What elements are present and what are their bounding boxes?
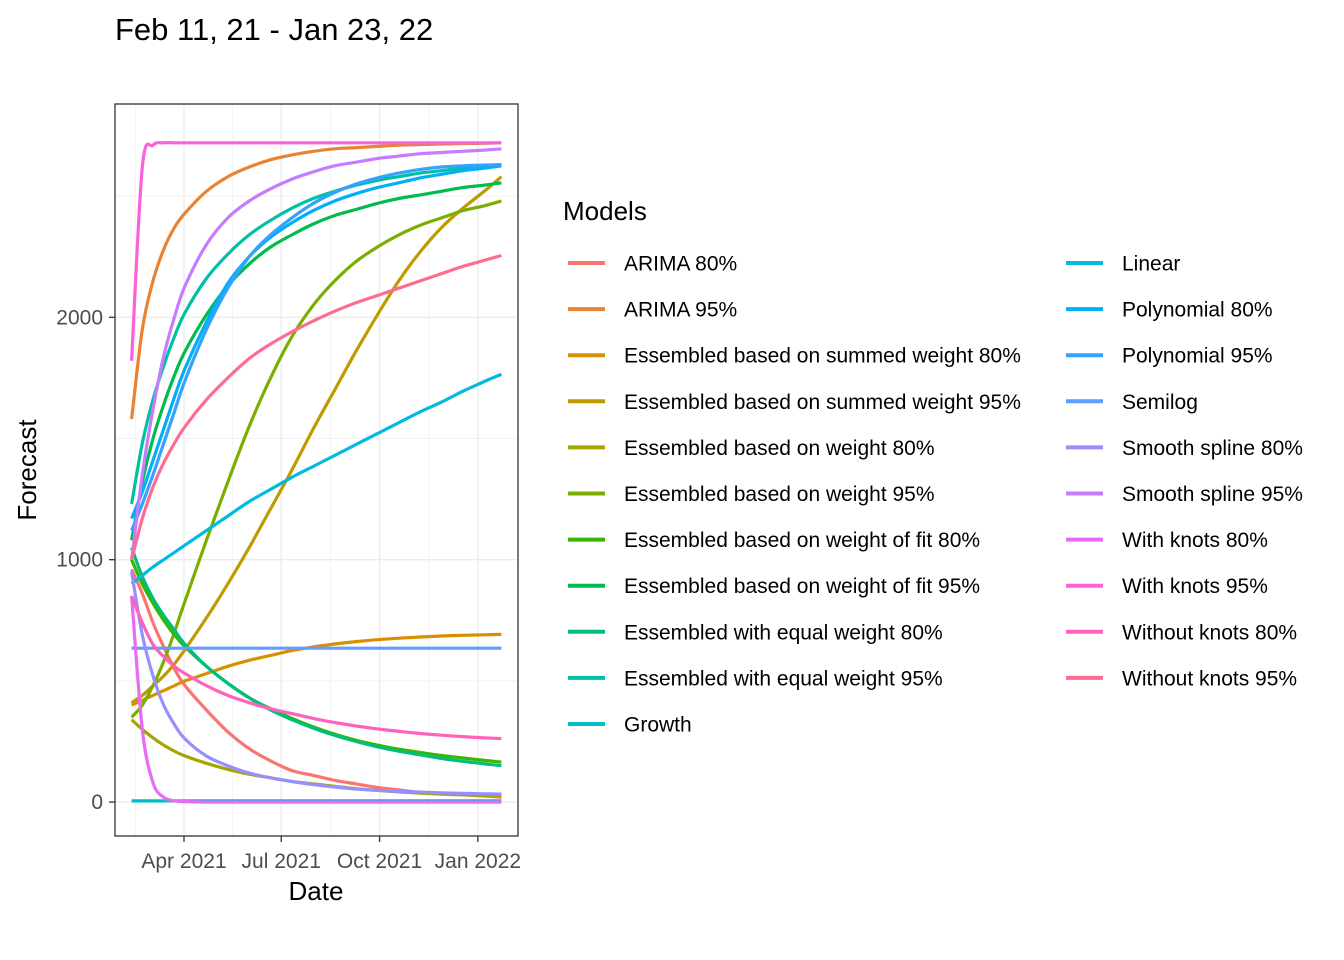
- series-line-smooth-spline-95: [130, 147, 502, 560]
- legend-label: ARIMA 80%: [624, 253, 737, 276]
- legend-label: Essembled with equal weight 95%: [624, 667, 943, 690]
- x-axis: Apr 2021 Jul 2021 Oct 2021 Jan 2022: [141, 836, 521, 873]
- legend-label: With knots 95%: [1122, 575, 1268, 598]
- series-line-with-knots-80: [130, 595, 502, 804]
- legend-label: Essembled based on weight of fit 95%: [624, 575, 980, 598]
- y-axis-title: Forecast: [12, 419, 42, 521]
- series-line-essembled-based-on-weight-of-fit-95: [130, 181, 502, 541]
- x-tick-label: Jul 2021: [242, 850, 321, 873]
- legend-label: Without knots 95%: [1122, 667, 1297, 690]
- legend-label: Essembled with equal weight 80%: [624, 621, 943, 644]
- panel-background: [115, 104, 518, 836]
- x-tick-label: Apr 2021: [141, 850, 226, 873]
- x-axis-title: Date: [289, 876, 344, 906]
- legend-label: Essembled based on weight 95%: [624, 483, 935, 506]
- y-axis: 0 1000 2000: [56, 306, 115, 814]
- series-line-essembled-with-equal-weight-80: [130, 547, 502, 768]
- legend-label: Linear: [1122, 253, 1180, 276]
- panel-border: [114, 103, 519, 837]
- legend-label: Without knots 80%: [1122, 621, 1297, 644]
- legend-title: Models: [563, 196, 647, 226]
- legend-label: Essembled based on weight 80%: [624, 437, 935, 460]
- y-tick-label: 1000: [56, 549, 103, 572]
- legend-label: With knots 80%: [1122, 529, 1268, 552]
- chart-title: Feb 11, 21 - Jan 23, 22: [115, 12, 433, 47]
- x-tick-label: Jan 2022: [435, 850, 521, 873]
- series-line-smooth-spline-80: [130, 571, 502, 796]
- legend-label: Polynomial 80%: [1122, 299, 1273, 322]
- series-line-essembled-based-on-summed-weight-80: [130, 632, 502, 707]
- legend-label: Semilog: [1122, 391, 1198, 414]
- series-line-polynomial-80: [130, 164, 502, 520]
- x-tick-label: Oct 2021: [337, 850, 422, 873]
- legend-label: Smooth spline 95%: [1122, 483, 1303, 506]
- series-line-linear: [130, 372, 503, 586]
- series-line-essembled-with-equal-weight-95: [130, 164, 502, 505]
- y-tick-label: 2000: [56, 306, 103, 329]
- series-line-essembled-based-on-weight-95: [130, 199, 502, 719]
- legend-label: ARIMA 95%: [624, 299, 737, 322]
- legend-label: Polynomial 95%: [1122, 345, 1273, 368]
- series-line-essembled-based-on-summed-weight-95: [130, 175, 503, 705]
- legend-label: Essembled based on summed weight 95%: [624, 391, 1021, 414]
- series-lines: [130, 141, 503, 804]
- series-line-without-knots-95: [130, 253, 502, 561]
- series-line-polynomial-95: [130, 163, 502, 532]
- series-line-with-knots-95: [130, 141, 502, 361]
- y-tick-label: 0: [91, 791, 103, 814]
- legend-items: ARIMA 80% ARIMA 95% Essembled based on sum…: [568, 253, 1303, 737]
- legend: Models ARIMA 80% ARIMA 95% Essembled based…: [563, 196, 1303, 737]
- legend-label: Essembled based on summed weight 80%: [624, 345, 1021, 368]
- legend-label: Growth: [624, 714, 692, 737]
- legend-label: Essembled based on weight of fit 80%: [624, 529, 980, 552]
- series-line-without-knots-80: [130, 595, 502, 741]
- plot-panel: [114, 103, 519, 837]
- legend-label: Smooth spline 80%: [1122, 437, 1303, 460]
